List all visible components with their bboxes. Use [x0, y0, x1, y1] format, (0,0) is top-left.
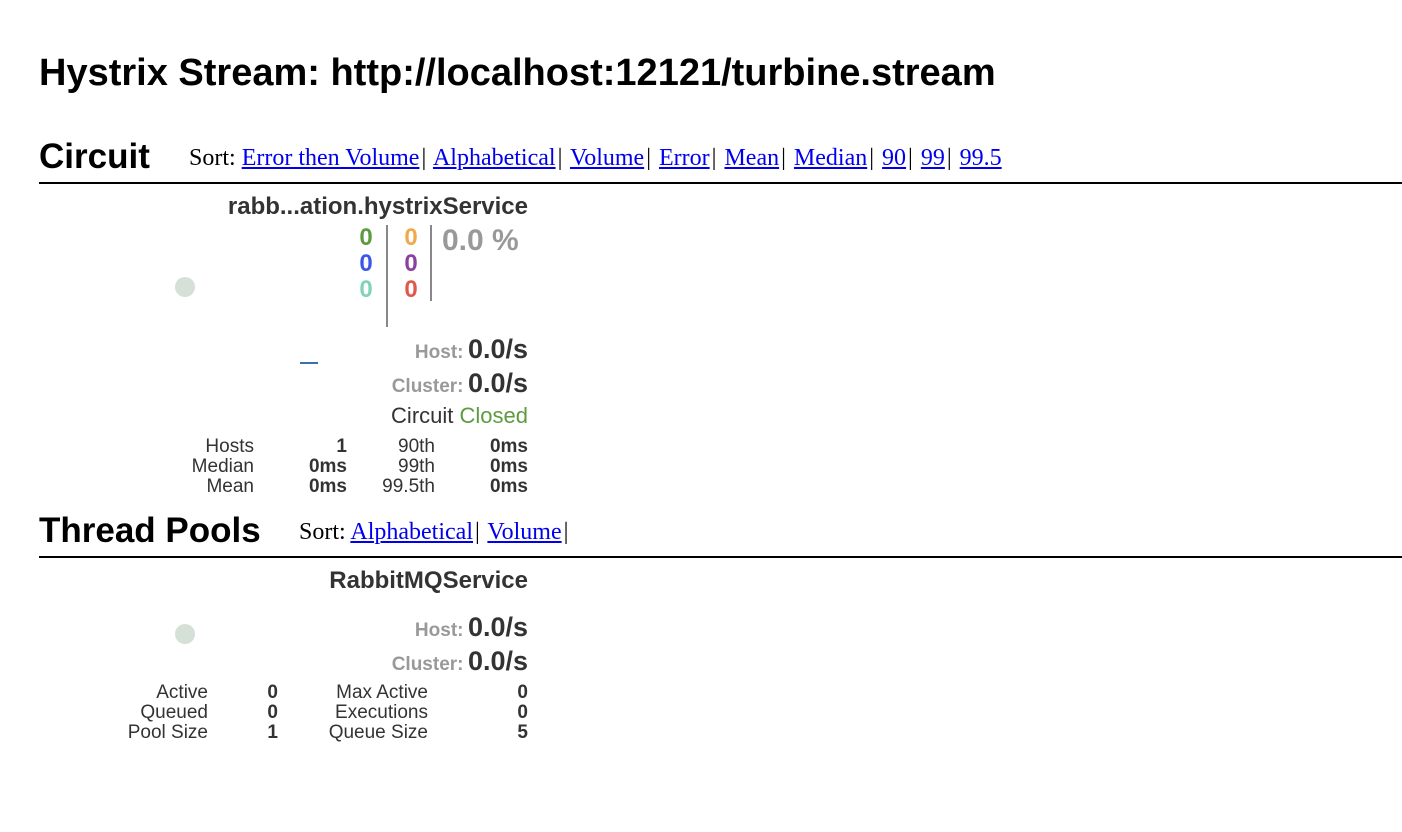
- pool-size-value: 1: [267, 722, 278, 743]
- executions-value: 0: [517, 702, 528, 723]
- active-label: Active: [156, 682, 208, 703]
- thread-pools-heading: Thread Pools: [39, 511, 261, 550]
- bad-request-count: 0: [359, 276, 373, 303]
- pool-cluster-rate: 0.0/s: [467, 646, 528, 676]
- circuit-sparkline: [300, 362, 318, 364]
- sort-90-link[interactable]: 90: [882, 145, 907, 171]
- circuit-host-rate-row: Host: 0.0/s: [280, 334, 528, 365]
- pool-size-label: Pool Size: [127, 722, 208, 743]
- executions-label: Executions: [335, 702, 428, 723]
- counts-divider-right: [430, 225, 432, 301]
- short-circuited-count: 0: [359, 250, 373, 277]
- circuit-cluster-rate-row: Cluster: 0.0/s: [280, 368, 528, 399]
- timeout-count: 0: [404, 224, 418, 251]
- sort-error-link[interactable]: Error: [659, 145, 710, 171]
- median-label: Median: [191, 456, 254, 477]
- circuit-host-rate: 0.0/s: [467, 334, 528, 364]
- sort-median-link[interactable]: Median: [793, 145, 868, 171]
- sort-error-then-volume-link[interactable]: Error then Volume: [241, 145, 420, 171]
- failure-count: 0: [404, 276, 418, 303]
- thread-pools-sort-label: Sort:: [299, 519, 346, 545]
- sort-99-5-link[interactable]: 99.5: [959, 145, 1002, 171]
- active-value: 0: [267, 682, 278, 703]
- circuit-health-indicator: [175, 277, 195, 297]
- circuit-state-closed: Closed: [459, 403, 528, 428]
- circuit-sort-bar: Sort: Error then Volume| Alphabetical| V…: [189, 145, 1002, 171]
- circuit-cluster-label: Cluster:: [391, 376, 464, 397]
- median-value: 0ms: [308, 456, 347, 477]
- mean-value: 0ms: [308, 476, 347, 497]
- pool-cluster-rate-row: Cluster: 0.0/s: [280, 646, 528, 677]
- rejected-count: 0: [404, 250, 418, 277]
- thread-pools-divider: [39, 556, 1402, 558]
- page-title: Hystrix Stream: http://localhost:12121/t…: [39, 52, 996, 94]
- circuit-divider: [39, 182, 1402, 184]
- pool-host-rate-row: Host: 0.0/s: [280, 612, 528, 643]
- circuit-status-label: Circuit: [391, 403, 454, 428]
- max-active-value: 0: [517, 682, 528, 703]
- p995-label: 99.5th: [382, 476, 435, 497]
- circuit-sort-label: Sort:: [189, 145, 236, 171]
- queue-size-value: 5: [517, 722, 528, 743]
- circuit-cluster-rate: 0.0/s: [467, 368, 528, 398]
- pool-cluster-label: Cluster:: [391, 654, 464, 675]
- error-percentage: 0.0 %: [442, 224, 519, 257]
- mean-label: Mean: [206, 476, 254, 497]
- pool-host-label: Host:: [414, 620, 464, 641]
- queued-label: Queued: [140, 702, 208, 723]
- pool-sort-alphabetical-link[interactable]: Alphabetical: [350, 519, 473, 545]
- max-active-label: Max Active: [336, 682, 428, 703]
- hosts-value: 1: [336, 436, 347, 457]
- counts-divider-left: [386, 225, 388, 327]
- p90-label: 90th: [398, 436, 435, 457]
- hosts-label: Hosts: [205, 436, 254, 457]
- pool-sort-volume-link[interactable]: Volume: [487, 519, 562, 545]
- circuit-heading: Circuit: [39, 137, 150, 176]
- thread-pool-health-indicator: [175, 624, 195, 644]
- p995-value: 0ms: [489, 476, 528, 497]
- p99-value: 0ms: [489, 456, 528, 477]
- success-count: 0: [359, 224, 373, 251]
- sort-mean-link[interactable]: Mean: [724, 145, 780, 171]
- sort-alphabetical-link[interactable]: Alphabetical: [432, 145, 556, 171]
- thread-pool-name: RabbitMQService: [329, 567, 528, 594]
- sort-volume-link[interactable]: Volume: [569, 145, 645, 171]
- queue-size-label: Queue Size: [328, 722, 428, 743]
- p90-value: 0ms: [489, 436, 528, 457]
- circuit-host-label: Host:: [414, 342, 464, 363]
- sort-99-link[interactable]: 99: [920, 145, 945, 171]
- thread-pools-sort-bar: Sort: Alphabetical| Volume|: [299, 519, 569, 545]
- pool-host-rate: 0.0/s: [467, 612, 528, 642]
- queued-value: 0: [267, 702, 278, 723]
- p99-label: 99th: [398, 456, 435, 477]
- circuit-name: rabb...ation.hystrixService: [227, 193, 528, 220]
- circuit-status: Circuit Closed: [280, 403, 528, 429]
